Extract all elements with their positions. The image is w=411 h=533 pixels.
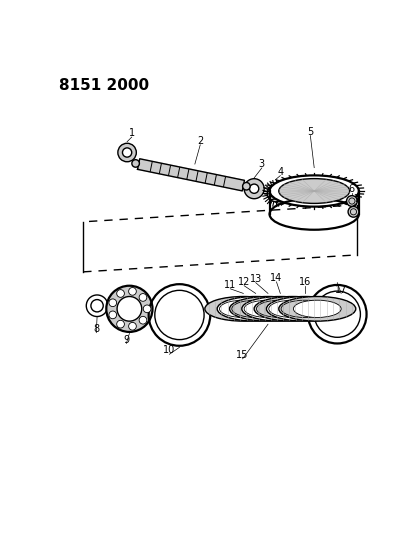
Circle shape: [118, 143, 136, 161]
Text: 11: 11: [224, 280, 236, 290]
Circle shape: [129, 287, 136, 295]
Text: 14: 14: [270, 273, 283, 283]
Circle shape: [129, 322, 136, 330]
Text: 10: 10: [163, 345, 175, 356]
Text: 5: 5: [307, 127, 314, 137]
Ellipse shape: [279, 296, 356, 321]
Ellipse shape: [217, 296, 294, 321]
Circle shape: [122, 148, 132, 157]
Ellipse shape: [270, 175, 359, 207]
Circle shape: [106, 286, 152, 332]
Circle shape: [267, 185, 284, 202]
Text: 15: 15: [236, 350, 249, 360]
Text: 1: 1: [129, 128, 135, 138]
Circle shape: [117, 289, 125, 297]
Ellipse shape: [254, 296, 331, 321]
Circle shape: [249, 184, 259, 193]
Text: 12: 12: [238, 277, 250, 287]
Circle shape: [117, 296, 142, 321]
Text: 2: 2: [197, 136, 203, 146]
Ellipse shape: [219, 300, 267, 318]
Text: 17: 17: [335, 285, 347, 295]
Ellipse shape: [281, 300, 329, 318]
Text: 3: 3: [259, 159, 265, 169]
Circle shape: [242, 182, 250, 190]
Text: 13: 13: [249, 274, 262, 284]
Circle shape: [132, 160, 139, 167]
Circle shape: [346, 196, 357, 206]
Ellipse shape: [244, 300, 292, 318]
Circle shape: [143, 305, 151, 313]
Circle shape: [117, 320, 125, 328]
Ellipse shape: [293, 300, 341, 318]
Ellipse shape: [229, 296, 307, 321]
Text: 4: 4: [277, 167, 284, 177]
Ellipse shape: [279, 179, 350, 204]
Text: 9: 9: [123, 335, 129, 345]
Ellipse shape: [232, 300, 279, 318]
Text: 16: 16: [299, 277, 311, 287]
Circle shape: [244, 179, 264, 199]
Ellipse shape: [242, 296, 319, 321]
Ellipse shape: [205, 296, 282, 321]
Ellipse shape: [256, 300, 304, 318]
Text: 8: 8: [93, 324, 99, 334]
Circle shape: [139, 317, 147, 324]
Text: 6: 6: [349, 184, 355, 193]
Polygon shape: [138, 159, 245, 191]
Circle shape: [109, 311, 117, 319]
Circle shape: [348, 206, 359, 217]
Text: 8151 2000: 8151 2000: [58, 78, 149, 93]
Ellipse shape: [266, 296, 344, 321]
Text: 7: 7: [353, 195, 360, 205]
Ellipse shape: [269, 300, 316, 318]
Circle shape: [139, 294, 147, 301]
Circle shape: [109, 299, 117, 306]
